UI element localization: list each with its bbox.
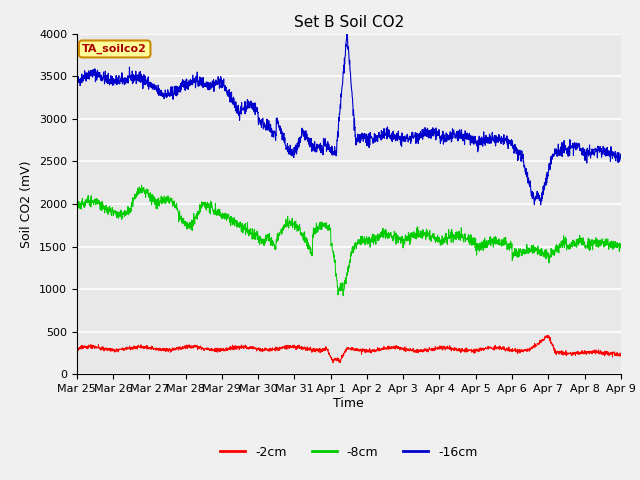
Title: Set B Soil CO2: Set B Soil CO2 [294, 15, 404, 30]
Y-axis label: Soil CO2 (mV): Soil CO2 (mV) [20, 160, 33, 248]
X-axis label: Time: Time [333, 397, 364, 410]
Text: TA_soilco2: TA_soilco2 [82, 44, 147, 54]
Legend: -2cm, -8cm, -16cm: -2cm, -8cm, -16cm [215, 441, 483, 464]
